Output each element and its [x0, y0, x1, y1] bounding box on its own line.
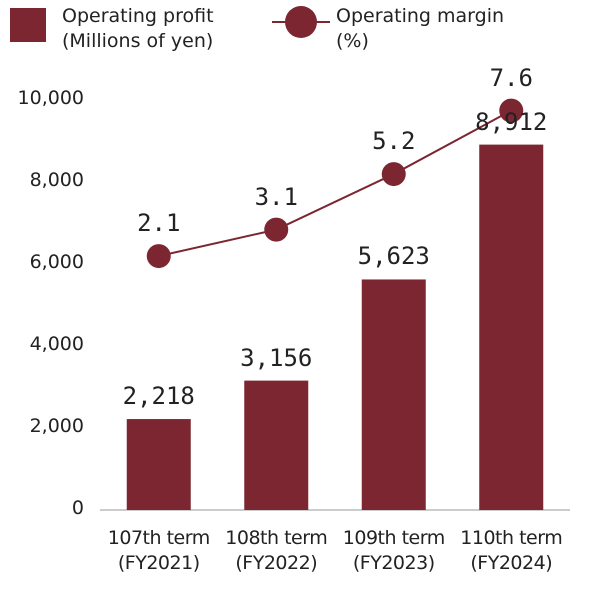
- x-tick-label: 109th term (FY2023): [342, 527, 445, 574]
- y-tick-label: 10,000: [17, 87, 84, 109]
- y-tick-label: 6,000: [29, 251, 84, 273]
- value-label: 5.2: [372, 127, 416, 156]
- bar: [244, 380, 309, 510]
- bar: [361, 279, 426, 510]
- x-tick-label: 107th term (FY2021): [107, 527, 210, 574]
- legend-swatch: [10, 8, 46, 42]
- marker: [146, 244, 171, 269]
- x-tick-label: 110th term (FY2024): [460, 527, 563, 574]
- marker: [499, 98, 524, 123]
- y-tick-label: 8,000: [29, 169, 84, 191]
- x-tick-label: 108th term (FY2022): [225, 527, 328, 574]
- marker: [381, 162, 406, 187]
- line: [158, 109, 512, 258]
- value-label: 3.1: [254, 182, 298, 211]
- value-label: 7.6: [489, 63, 533, 92]
- legend-label: Operating margin (%): [336, 5, 505, 52]
- y-tick-label: 4,000: [29, 333, 84, 355]
- value-label: 5,623: [357, 242, 430, 271]
- value-label: 3,156: [240, 343, 313, 372]
- value-label: 2,218: [122, 382, 195, 411]
- y-tick-label: 0: [71, 497, 84, 519]
- bar: [479, 144, 544, 510]
- bar: [126, 419, 191, 510]
- legend-label: Operating profit (Millions of yen): [62, 5, 214, 52]
- value-label: 2.1: [137, 209, 181, 238]
- marker: [264, 217, 289, 242]
- value-label: 8,912: [475, 107, 548, 136]
- y-tick-label: 2,000: [29, 415, 84, 437]
- legend-marker: [285, 6, 317, 38]
